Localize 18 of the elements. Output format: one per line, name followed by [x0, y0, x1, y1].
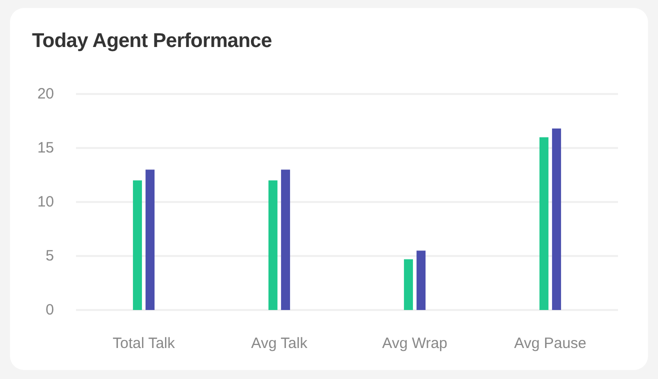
- bar: [416, 250, 426, 310]
- bar: [404, 259, 413, 310]
- x-tick-label: Avg Wrap: [382, 335, 448, 352]
- y-tick-label: 0: [46, 302, 54, 318]
- y-tick-label: 5: [46, 248, 54, 264]
- bar: [132, 180, 142, 310]
- x-tick-label: Total Talk: [112, 335, 176, 352]
- bar: [146, 170, 155, 310]
- y-tick-label: 10: [37, 194, 54, 210]
- x-tick-label: Avg Pause: [514, 335, 586, 352]
- bar: [268, 180, 278, 310]
- chart-title: Today Agent Performance: [32, 30, 272, 53]
- y-tick-label: 15: [37, 140, 54, 156]
- bar: [552, 128, 562, 310]
- y-tick-label: 20: [37, 86, 54, 102]
- x-tick-label: Avg Talk: [251, 335, 308, 352]
- bar: [539, 137, 548, 310]
- bar: [281, 170, 290, 310]
